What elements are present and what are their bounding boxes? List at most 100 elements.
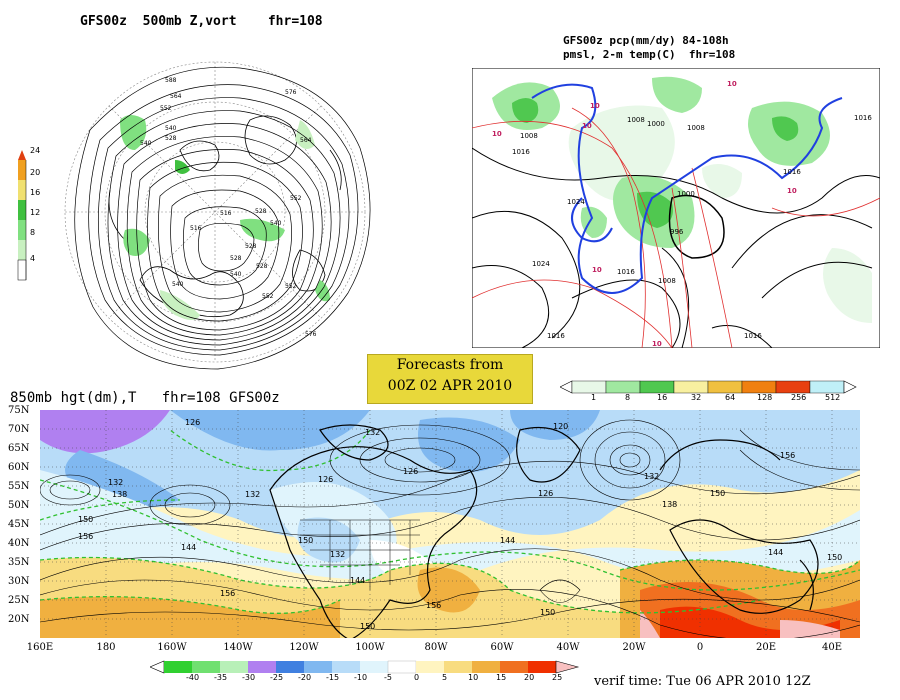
height-contours-850 [40,419,860,638]
lon-label: 40W [556,642,580,653]
height-label: 126 [403,467,418,476]
banner-line1: Forecasts from [396,357,504,373]
lat-label: 45N [8,519,30,530]
vort-colorbar [17,150,27,281]
colorbar-swatch [17,259,27,281]
temp-label: 10 [592,266,602,274]
map-850mb: 126 132 126 120 126 132 138 132 126 156 … [40,410,860,638]
height-label: 132 [365,428,380,437]
isobar-label: 1016 [744,332,762,340]
verif-time: verif time: Tue 06 APR 2010 12Z [594,674,811,689]
isobar-label: 1016 [617,268,635,276]
pcp-colorbar-tick: 256 [791,393,807,402]
height-label: 150 [298,536,313,545]
height-label: 156 [78,532,93,541]
height-label: 150 [710,489,725,498]
contour-label: 552 [285,283,297,290]
panel-pcp-title-line2: pmsl, 2-m temp(C) fhr=108 [563,48,736,61]
precip-fills [492,76,872,323]
lat-label: 40N [8,538,30,549]
contour-label: 516 [190,225,202,232]
isobar-label: 1008 [627,116,645,124]
height-label: 132 [245,490,260,499]
colorbar-swatch [18,200,26,220]
lon-label: 20W [622,642,646,653]
temp-colorbar-tick: 5 [442,673,448,682]
temp-colorbar-tick: -20 [298,673,312,682]
height-contours [74,66,371,370]
colorbar-swatch [192,661,220,673]
colorbar-swatch [571,380,607,394]
temp-colorbar-tick: -35 [214,673,228,682]
contour-label: 540 [230,271,242,278]
isobar-label: 1024 [532,260,550,268]
banner-line2: 00Z 02 APR 2010 [387,378,513,394]
isobar-label: 1024 [567,198,585,206]
temp-label: 10 [582,122,592,130]
height-label: 132 [330,550,345,559]
lat-label: 30N [8,576,30,587]
contour-label: 552 [290,195,302,202]
lon-label: 140W [223,642,253,653]
temperature-contours [472,107,880,348]
vort-colorbar-tick: 4 [30,254,36,263]
isobar-label: 1008 [520,132,538,140]
coastlines-850 [269,424,819,638]
isobar-label: 1016 [783,168,801,176]
panel-500mb-title: GFS00z 500mb Z,vort fhr=108 [80,14,323,29]
lat-label: 55N [8,481,30,492]
contour-label: 576 [305,331,317,338]
lat-label: 60N [8,462,30,473]
pcp-colorbar-tick: 1 [591,393,597,402]
temp-label: 10 [590,102,600,110]
colorbar-swatch [248,661,276,673]
contour-label: 528 [256,263,268,270]
lat-label: 70N [8,424,30,435]
temp-colorbar-ticks: -40 -35 -30 -25 -20 -15 -10 -5 0 5 10 15… [150,673,580,685]
height-label: 126 [538,489,553,498]
colorbar-swatch [18,240,26,260]
lat-label: 25N [8,595,30,606]
contour-label: 528 [165,135,177,142]
isobars [472,147,880,348]
temp-colorbar-tick: -5 [384,673,392,682]
colorbar-swatch [741,380,777,394]
temp-colorbar-tick: 0 [414,673,420,682]
isobar-label: 1008 [658,277,676,285]
colorbar-swatch [775,380,811,394]
contour-label: 588 [165,77,177,84]
pcp-colorbar-tick: 16 [657,393,668,402]
temp-colorbar-tick: 15 [496,673,507,682]
latitude-axis: 75N 70N 65N 60N 55N 50N 45N 40N 35N 30N … [8,405,40,640]
pmsl-precip-map: 1008 1016 1008 1000 1008 1016 1024 1016 … [472,68,880,348]
colorbar-swatch [673,380,709,394]
contour-label: 516 [220,210,232,217]
longitude-axis: 160E 180 160W 140W 120W 100W 80W 60W 40W… [20,642,880,656]
temp-colorbar-tick: -40 [186,673,200,682]
isobar-label: 1000 [677,190,695,198]
contour-label: 564 [300,137,312,144]
colorbar-swatch [444,661,472,673]
colorbar-swatch [416,661,444,673]
isobar-label: 1016 [854,114,872,122]
lon-label: 40E [821,642,843,653]
lon-label: 0 [696,642,704,653]
vort-colorbar-tick: 16 [30,188,41,197]
freezing-line [531,83,843,294]
height-label: 126 [185,418,200,427]
lon-label: 20E [755,642,777,653]
colorbar-swatch [220,661,248,673]
temp-label: 10 [727,80,737,88]
temp-colorbar-tick: -30 [242,673,256,682]
vorticity-fills [120,115,330,320]
isobar-label: 1016 [547,332,565,340]
colorbar-swatch [639,380,675,394]
lat-label: 35N [8,557,30,568]
contour-label: 540 [140,140,152,147]
isobar-label: 996 [670,228,684,236]
lon-label: 160W [157,642,187,653]
height-label: 120 [553,422,568,431]
lon-label: 60W [490,642,514,653]
temp-colorbar-tick: -15 [326,673,340,682]
lon-label: 160E [26,642,54,653]
